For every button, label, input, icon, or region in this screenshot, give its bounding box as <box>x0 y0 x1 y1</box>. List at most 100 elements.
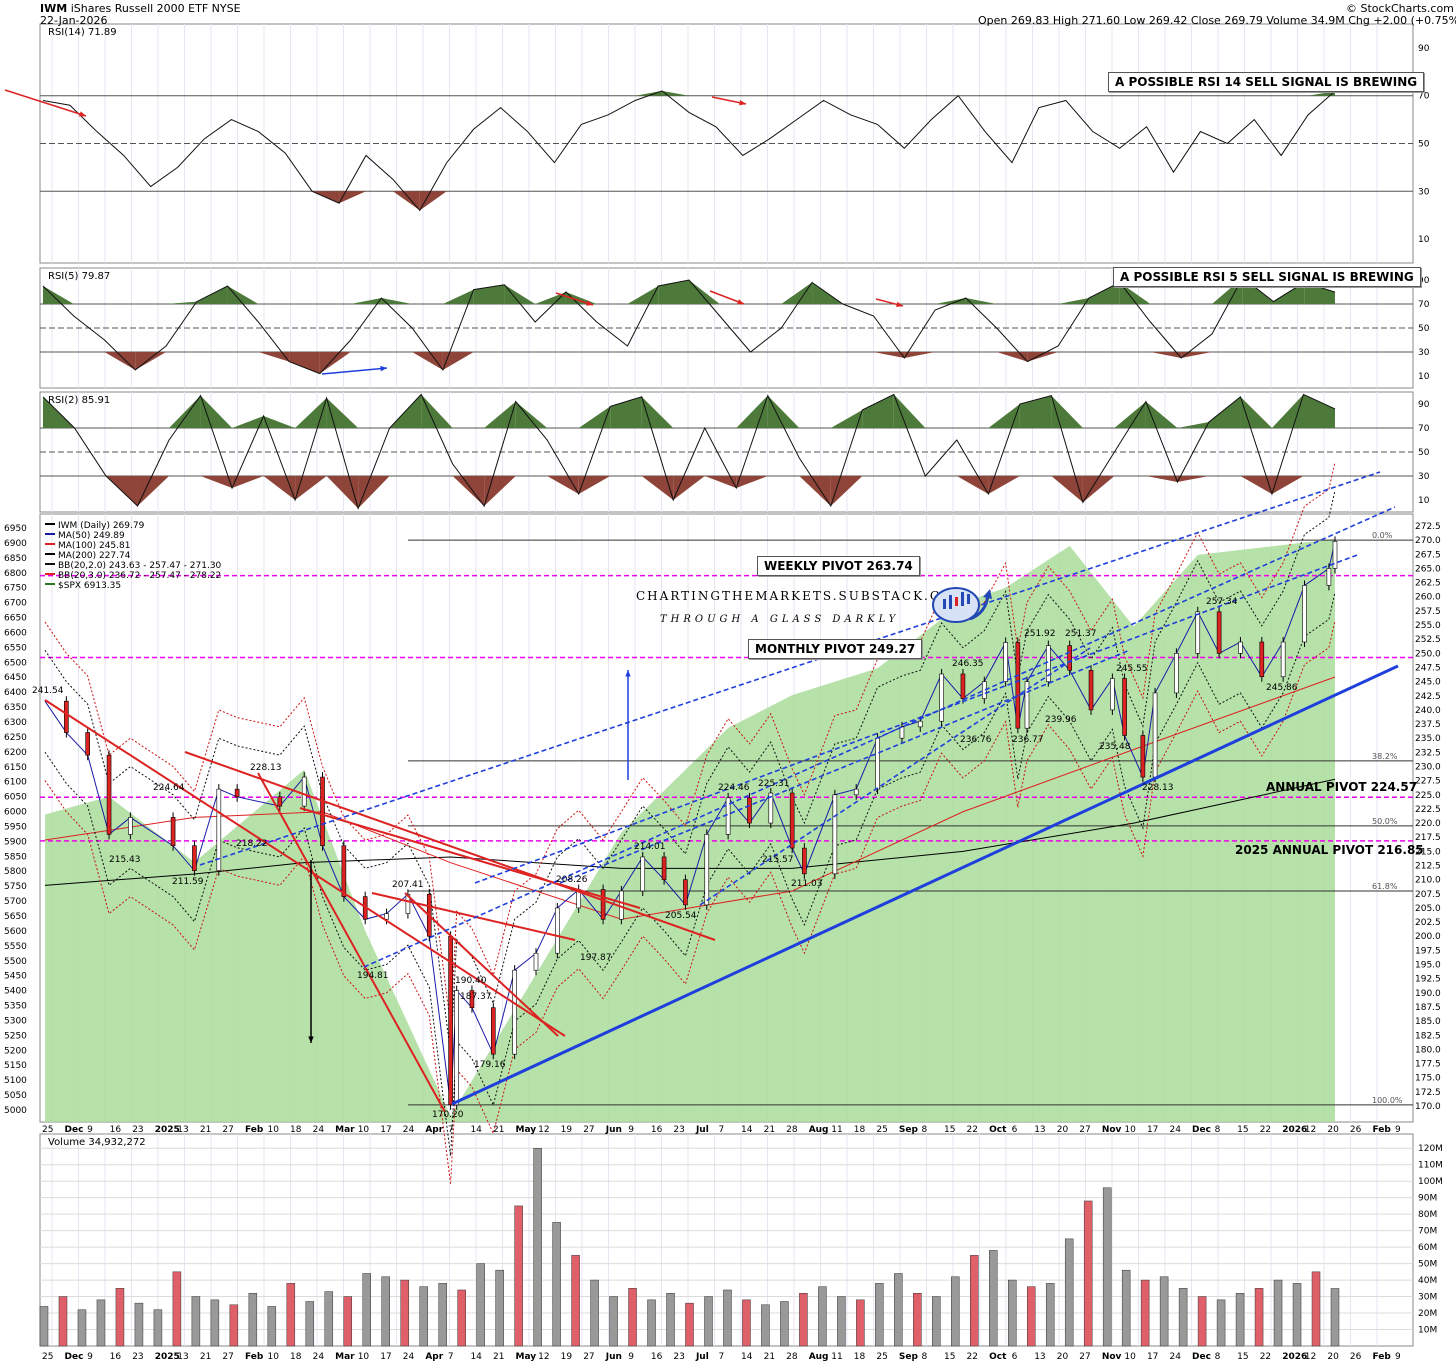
x-axis-tick-price: 27 <box>583 1125 594 1135</box>
volume-tick: 20M <box>1418 1309 1437 1319</box>
legend-entry: IWM (Daily) 269.79 <box>58 521 145 531</box>
price-axis-tick: 212.5 <box>1415 862 1441 872</box>
volume-bar <box>1121 1269 1131 1347</box>
rsi-oversold-fill <box>996 352 1028 362</box>
x-axis-tick-volume: 25 <box>876 1352 887 1362</box>
rsi5-divergence-arrow <box>555 292 594 306</box>
x-axis-tick-volume: 12 <box>1305 1352 1316 1362</box>
legend-entry: MA(100) 245.81 <box>58 541 130 551</box>
bollinger-lower <box>44 592 1336 1156</box>
x-axis-tick-volume: 26 <box>1350 1352 1362 1362</box>
rsi-overbought-fill <box>1271 394 1304 428</box>
x-axis-tick-volume: 16 <box>651 1352 663 1362</box>
rsi-oversold-fill <box>263 476 296 500</box>
price-axis-tick: 210.0 <box>1415 876 1441 886</box>
price-axis-tick: 230.0 <box>1415 762 1441 772</box>
x-axis-tick-price: 9 <box>1395 1125 1401 1135</box>
volume-bar <box>1235 1293 1245 1347</box>
rsi-overbought-fill <box>350 298 382 304</box>
rsi-line <box>42 90 1336 212</box>
price-label: 245.86 <box>1266 683 1298 693</box>
x-axis-tick-volume: 22 <box>967 1352 978 1362</box>
ma200-line <box>44 778 1336 886</box>
price-label: 236.76 <box>960 735 992 745</box>
x-axis-tick-volume: 23 <box>673 1352 684 1362</box>
candle-body <box>405 894 411 914</box>
rsi5-divergence-arrow-head <box>380 365 387 372</box>
rsi-oversold-fill <box>258 352 290 362</box>
rsi-level-tick: 50 <box>1418 140 1430 150</box>
rsi5-panel: 90 70 50 30 10 RSI(5) 79.87 <box>40 271 1430 382</box>
candle-body <box>768 792 774 824</box>
price-label: 225.31 <box>758 779 790 789</box>
rsi-oversold-fill <box>319 352 351 374</box>
blue-support-trendline <box>451 664 1399 1106</box>
blue-channel-trendline <box>474 553 1361 884</box>
price-label: 179.16 <box>474 1060 506 1070</box>
x-axis-tick-volume: 24 <box>313 1352 325 1362</box>
chg-label: Chg <box>1348 14 1370 27</box>
price-label: 246.35 <box>952 659 984 669</box>
rsi-overbought-fill <box>295 398 327 428</box>
rsi-oversold-fill <box>442 352 474 370</box>
volume-bar <box>571 1255 580 1347</box>
volume-bar <box>1216 1299 1226 1347</box>
x-axis-tick-price: 21 <box>493 1125 504 1135</box>
rsi-overbought-fill <box>662 90 689 96</box>
candle-body <box>469 990 475 1009</box>
price-axis-tick: 262.5 <box>1415 579 1441 589</box>
rsi-oversold-fill <box>137 476 170 506</box>
volume-bar <box>438 1283 447 1347</box>
x-axis-tick-volume: Feb <box>245 1352 264 1362</box>
rsi-level-tick: 50 <box>1418 324 1430 334</box>
open-label: Open <box>978 14 1008 27</box>
x-axis-tick-volume: 16 <box>110 1352 122 1362</box>
x-axis-tick-price: 26 <box>1350 1125 1362 1135</box>
x-axis-tick-price: 22 <box>1260 1125 1271 1135</box>
red-trendline <box>404 892 559 1037</box>
candle-body <box>1110 678 1115 711</box>
price-label: 228.13 <box>1142 783 1174 793</box>
fib-label: 100.0% <box>1372 1096 1403 1105</box>
candle-body <box>170 817 176 847</box>
candle-body <box>1195 611 1201 654</box>
volume-tick: 70M <box>1418 1227 1437 1237</box>
volume-bar <box>742 1299 751 1347</box>
x-axis-tick-volume: Jun <box>605 1352 622 1362</box>
x-axis-tick-price: 10 <box>358 1125 370 1135</box>
rsi-oversold-fill <box>1181 352 1212 358</box>
volume-bar <box>590 1279 599 1347</box>
x-axis-tick-volume: Mar <box>335 1352 355 1362</box>
candle-body <box>619 890 624 920</box>
security-name: iShares Russell 2000 ETF <box>70 2 209 15</box>
x-axis-tick-volume: 9 <box>628 1352 634 1362</box>
rsi-overbought-fill <box>1177 422 1209 428</box>
spx-axis-tick: 5100 <box>4 1076 27 1086</box>
price-panel: 272.5 270.0 267.5 265.0 262.5 260.0 257.5 255.0… <box>4 462 1441 1185</box>
rsi-level-tick: 30 <box>1418 348 1430 358</box>
rsi-overbought-fill <box>504 284 536 304</box>
rsi-overbought-fill <box>166 301 197 304</box>
candle-body <box>725 797 731 835</box>
candle-body <box>832 794 838 875</box>
price-label: 257.34 <box>1206 597 1238 607</box>
volume-bar <box>96 1299 106 1347</box>
spx-axis-tick: 5950 <box>4 822 27 832</box>
rsi-level-tick: 90 <box>1418 44 1430 54</box>
spx-axis-tick: 5350 <box>4 1002 27 1012</box>
rsi-oversold-fill <box>326 476 359 509</box>
rsi-oversold-fill <box>412 352 443 370</box>
volume-bar <box>1197 1296 1207 1347</box>
close-label: Close <box>1190 14 1221 27</box>
x-axis-tick-volume: 2025 <box>155 1352 180 1362</box>
spx-axis-tick: 6250 <box>4 733 27 743</box>
spx-axis-tick: 5250 <box>4 1031 27 1041</box>
x-axis-tick-price: 15 <box>1237 1125 1248 1135</box>
spx-axis-tick: 6150 <box>4 763 27 773</box>
red-trendline <box>299 807 641 909</box>
candle-body <box>277 796 283 807</box>
rsi-oversold-fill <box>1027 352 1059 362</box>
volume-tick: 100M <box>1418 1177 1443 1187</box>
rsi-overbought-fill <box>935 298 966 304</box>
rsi-level-tick: 90 <box>1418 276 1430 286</box>
